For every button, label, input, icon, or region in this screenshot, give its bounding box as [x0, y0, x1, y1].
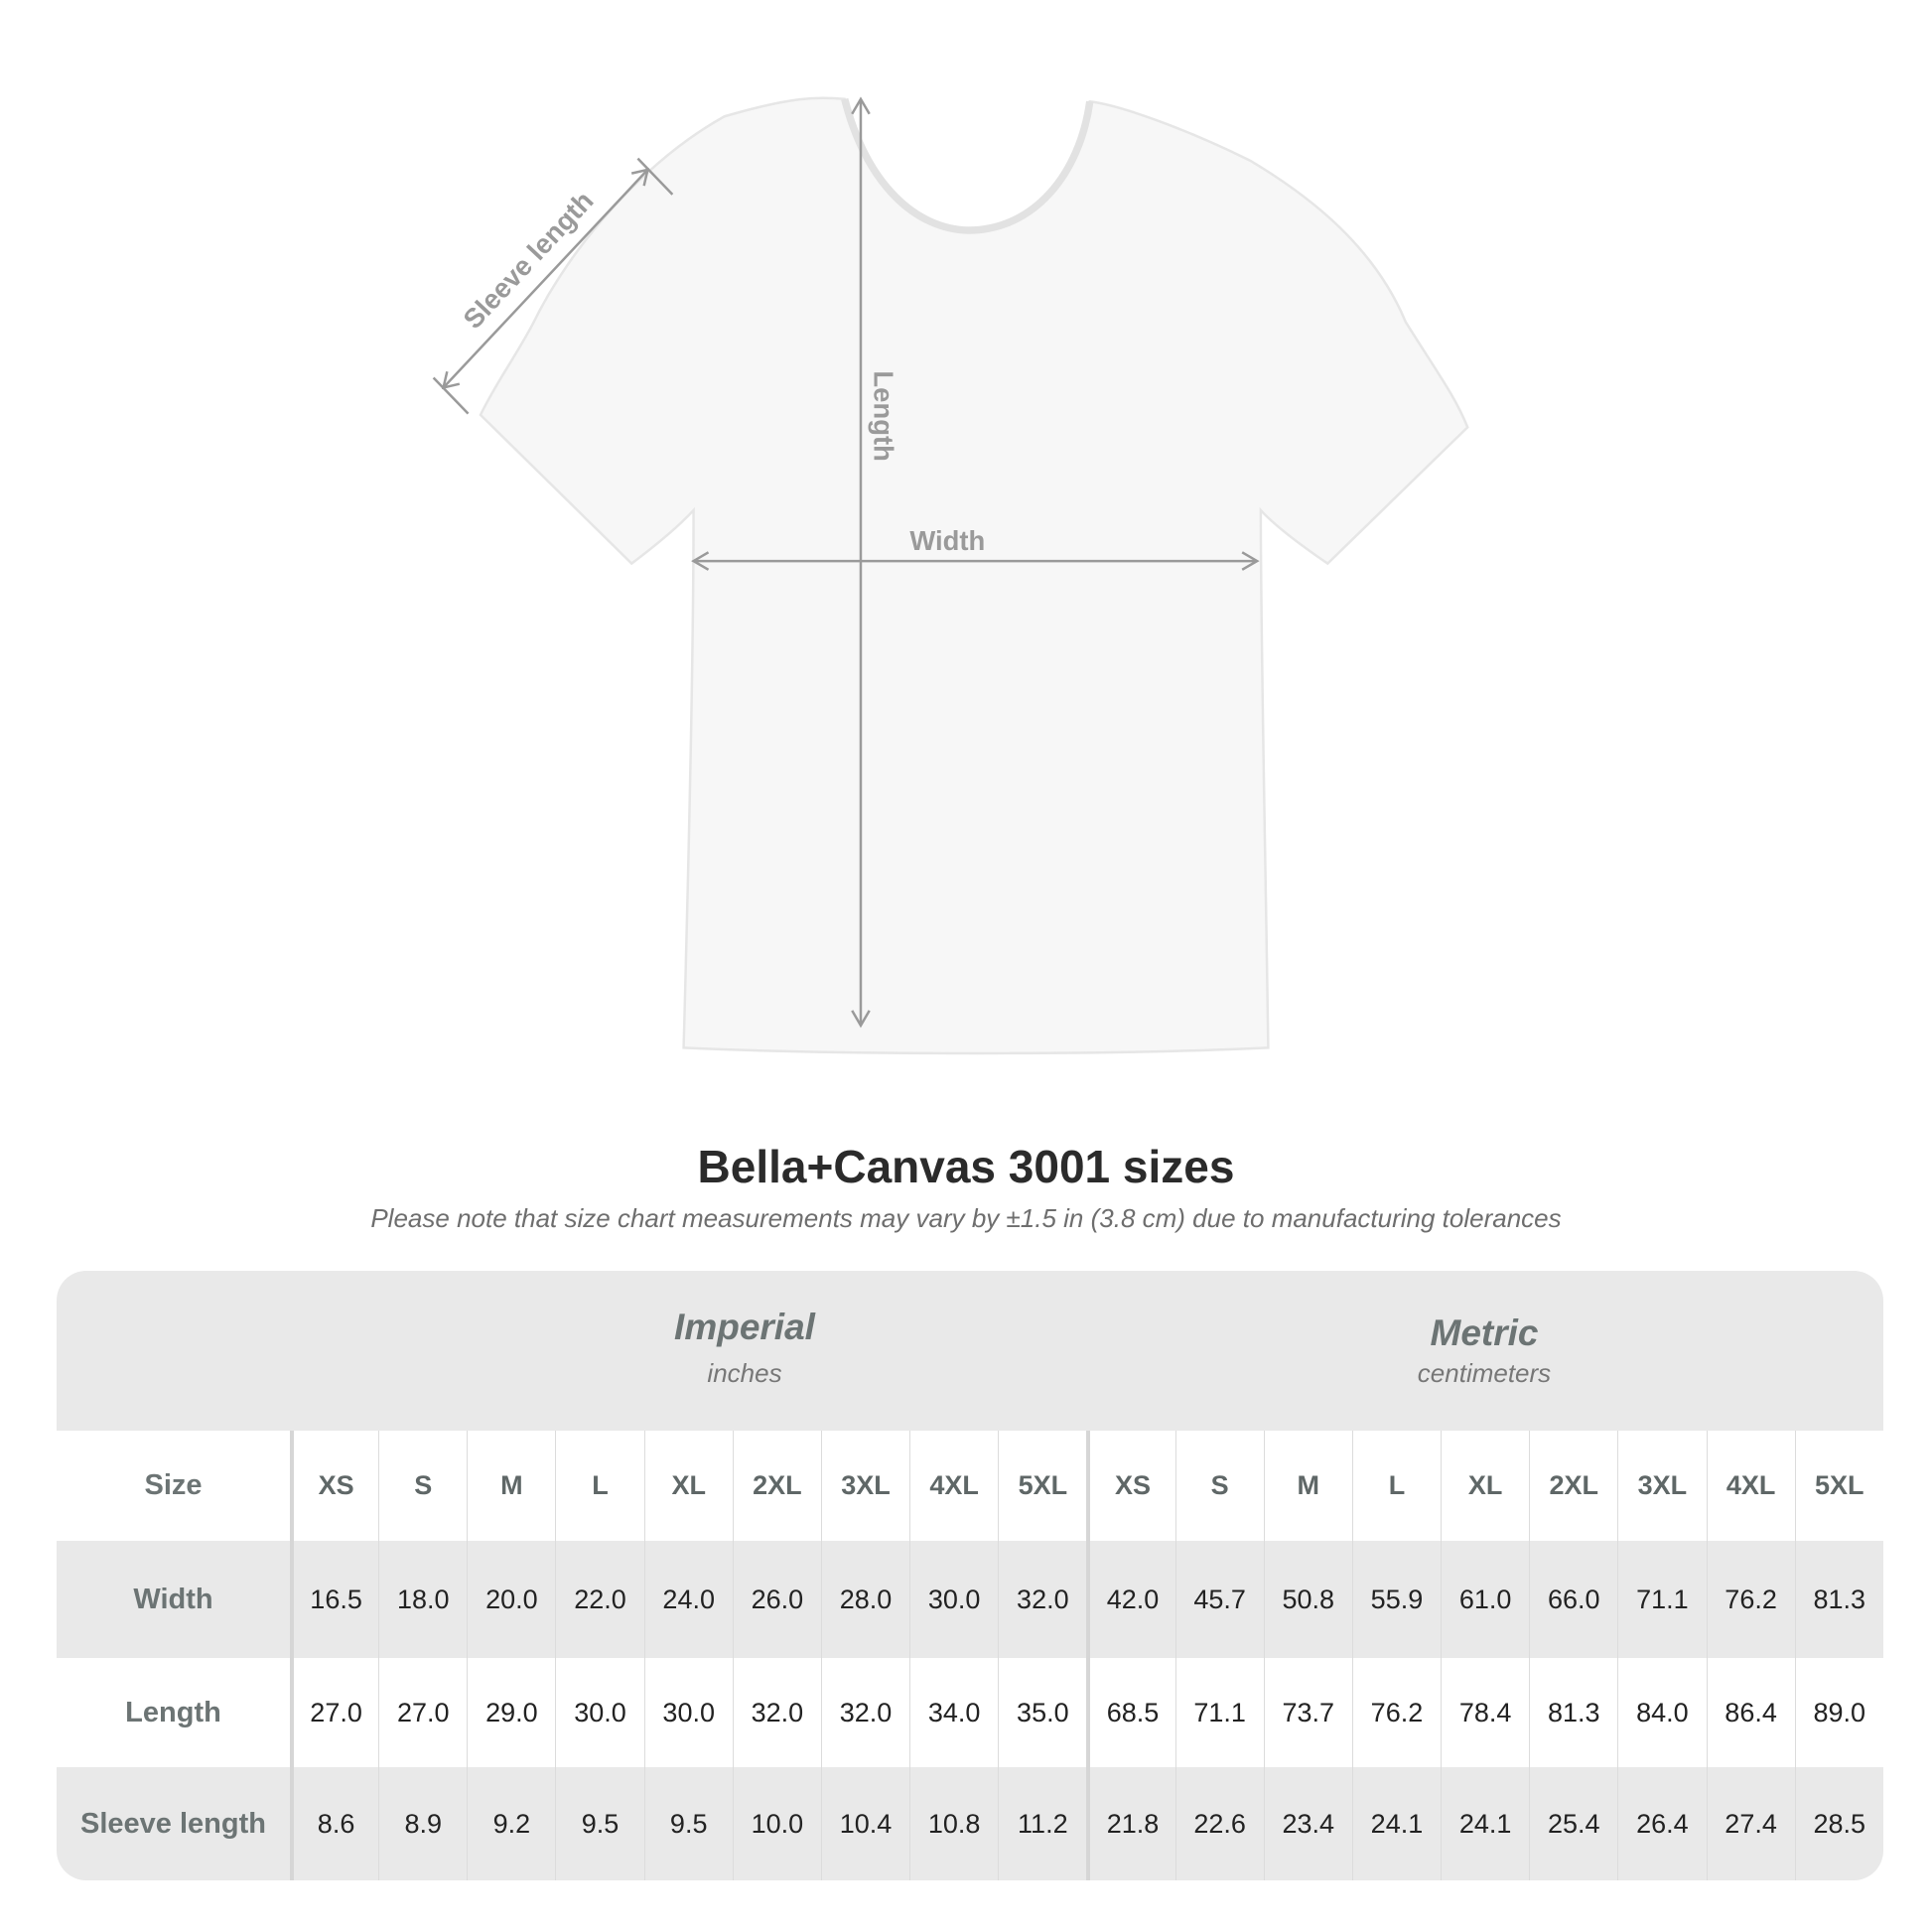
value-cell: 24.0	[643, 1541, 733, 1658]
metric-title: Metric	[1430, 1312, 1539, 1353]
size-header-cell: XL	[1441, 1431, 1529, 1541]
value-cell: 32.0	[998, 1541, 1086, 1658]
length-label: Length	[869, 370, 899, 461]
value-cell: 32.0	[732, 1658, 821, 1767]
size-header-cell: 2XL	[732, 1431, 821, 1541]
size-label: Size	[144, 1469, 203, 1501]
size-header-cell: 3XL	[820, 1431, 909, 1541]
value-cell: 10.8	[909, 1767, 998, 1880]
size-header-cell: M	[467, 1431, 555, 1541]
value-cell: 84.0	[1617, 1658, 1706, 1767]
value-cell: 34.0	[909, 1658, 998, 1767]
table-row: Width 16.5 18.0 20.0 22.0 24.0 26.0 28.0 30.0 32.…	[57, 1541, 1883, 1658]
value-cell: 11.2	[998, 1767, 1086, 1880]
value-cell: 8.9	[378, 1767, 467, 1880]
value-cell: 68.5	[1086, 1658, 1174, 1767]
size-header-cell: M	[1263, 1431, 1352, 1541]
value-cell: 50.8	[1263, 1541, 1352, 1658]
value-cell: 27.0	[378, 1658, 467, 1767]
value-cell: 76.2	[1351, 1658, 1441, 1767]
value-cell: 26.4	[1617, 1767, 1706, 1880]
value-cell: 30.0	[909, 1541, 998, 1658]
size-header-cell: 5XL	[1794, 1431, 1883, 1541]
width-label: Width	[909, 525, 985, 556]
size-header-row: Size XS S M L XL 2XL 3XL 4XL 5XL XS S M L XL 2XL 3XL 4XL…	[57, 1431, 1883, 1541]
size-header-cell: XL	[643, 1431, 733, 1541]
measure-arrows	[432, 96, 1260, 1029]
value-cell: 71.1	[1174, 1658, 1264, 1767]
size-header-cell: 2XL	[1529, 1431, 1617, 1541]
value-cell: 9.5	[643, 1767, 733, 1880]
row-band	[57, 1541, 1883, 1658]
value-cell: 28.5	[1794, 1767, 1883, 1880]
size-table: Imperial inches Metric centimeters Size …	[57, 1271, 1883, 1880]
value-cell: 8.6	[290, 1767, 378, 1880]
value-cell: 26.0	[732, 1541, 821, 1658]
value-cell: 25.4	[1529, 1767, 1617, 1880]
value-cell: 81.3	[1529, 1658, 1617, 1767]
metric-header: Metric centimeters	[1086, 1271, 1882, 1472]
size-header-cell: 3XL	[1617, 1431, 1706, 1541]
value-cell: 22.0	[555, 1541, 643, 1658]
value-cell: 16.5	[290, 1541, 378, 1658]
value-cell: 28.0	[820, 1541, 909, 1658]
size-header-cell: XS	[290, 1431, 378, 1541]
imperial-title: Imperial	[674, 1307, 815, 1347]
page-title: Bella+Canvas 3001 sizes	[697, 1141, 1235, 1192]
value-cell: 9.5	[555, 1767, 643, 1880]
value-cell: 73.7	[1263, 1658, 1352, 1767]
size-header-cell: S	[1174, 1431, 1264, 1541]
value-cell: 66.0	[1529, 1541, 1617, 1658]
value-cell: 30.0	[643, 1658, 733, 1767]
size-header-cell: S	[378, 1431, 467, 1541]
size-header-cell: L	[555, 1431, 643, 1541]
size-header-cell: XS	[1086, 1431, 1174, 1541]
row-label: Length	[125, 1696, 221, 1728]
value-cell: 27.4	[1706, 1767, 1795, 1880]
value-cell: 10.4	[820, 1767, 909, 1880]
table-row: Sleeve length 8.6 8.9 9.2 9.5 9.5 10.0 10.4 10.8…	[57, 1767, 1883, 1880]
tolerance-note: Please note that size chart measurements…	[370, 1203, 1562, 1233]
tshirt-image	[479, 96, 1469, 1055]
imperial-header: Imperial inches	[346, 1271, 1143, 1466]
value-cell: 10.0	[732, 1767, 821, 1880]
value-cell: 86.4	[1706, 1658, 1795, 1767]
value-cell: 89.0	[1794, 1658, 1883, 1767]
value-cell: 24.1	[1441, 1767, 1529, 1880]
value-cell: 30.0	[555, 1658, 643, 1767]
value-cell: 9.2	[467, 1767, 555, 1880]
value-cell: 55.9	[1351, 1541, 1441, 1658]
size-header-cell: 5XL	[998, 1431, 1086, 1541]
row-band	[57, 1767, 1883, 1880]
value-cell: 21.8	[1086, 1767, 1174, 1880]
table-row: Length 27.0 27.0 29.0 30.0 30.0 32.0 32.0 34.0 35…	[57, 1658, 1883, 1767]
value-cell: 24.1	[1351, 1767, 1441, 1880]
value-cell: 61.0	[1441, 1541, 1529, 1658]
metric-unit: centimeters	[1417, 1358, 1552, 1388]
value-cell: 32.0	[820, 1658, 909, 1767]
size-header-cell: L	[1351, 1431, 1441, 1541]
value-cell: 78.4	[1441, 1658, 1529, 1767]
value-cell: 42.0	[1086, 1541, 1174, 1658]
value-cell: 20.0	[467, 1541, 555, 1658]
header-band	[57, 1271, 1883, 1431]
collar	[841, 97, 1094, 234]
row-label: Width	[133, 1583, 213, 1615]
value-cell: 35.0	[998, 1658, 1086, 1767]
row-label: Sleeve length	[80, 1807, 266, 1840]
size-header-cell: 4XL	[909, 1431, 998, 1541]
value-cell: 81.3	[1794, 1541, 1883, 1658]
value-cell: 45.7	[1174, 1541, 1264, 1658]
value-cell: 23.4	[1263, 1767, 1352, 1880]
imperial-unit: inches	[707, 1358, 782, 1388]
sleeve-arrow-icon	[442, 169, 649, 389]
value-cell: 76.2	[1706, 1541, 1795, 1658]
value-cell: 29.0	[467, 1658, 555, 1767]
value-cell: 22.6	[1174, 1767, 1264, 1880]
size-header-cell: 4XL	[1706, 1431, 1795, 1541]
value-cell: 27.0	[290, 1658, 378, 1767]
value-cell: 71.1	[1617, 1541, 1706, 1658]
value-cell: 18.0	[378, 1541, 467, 1658]
